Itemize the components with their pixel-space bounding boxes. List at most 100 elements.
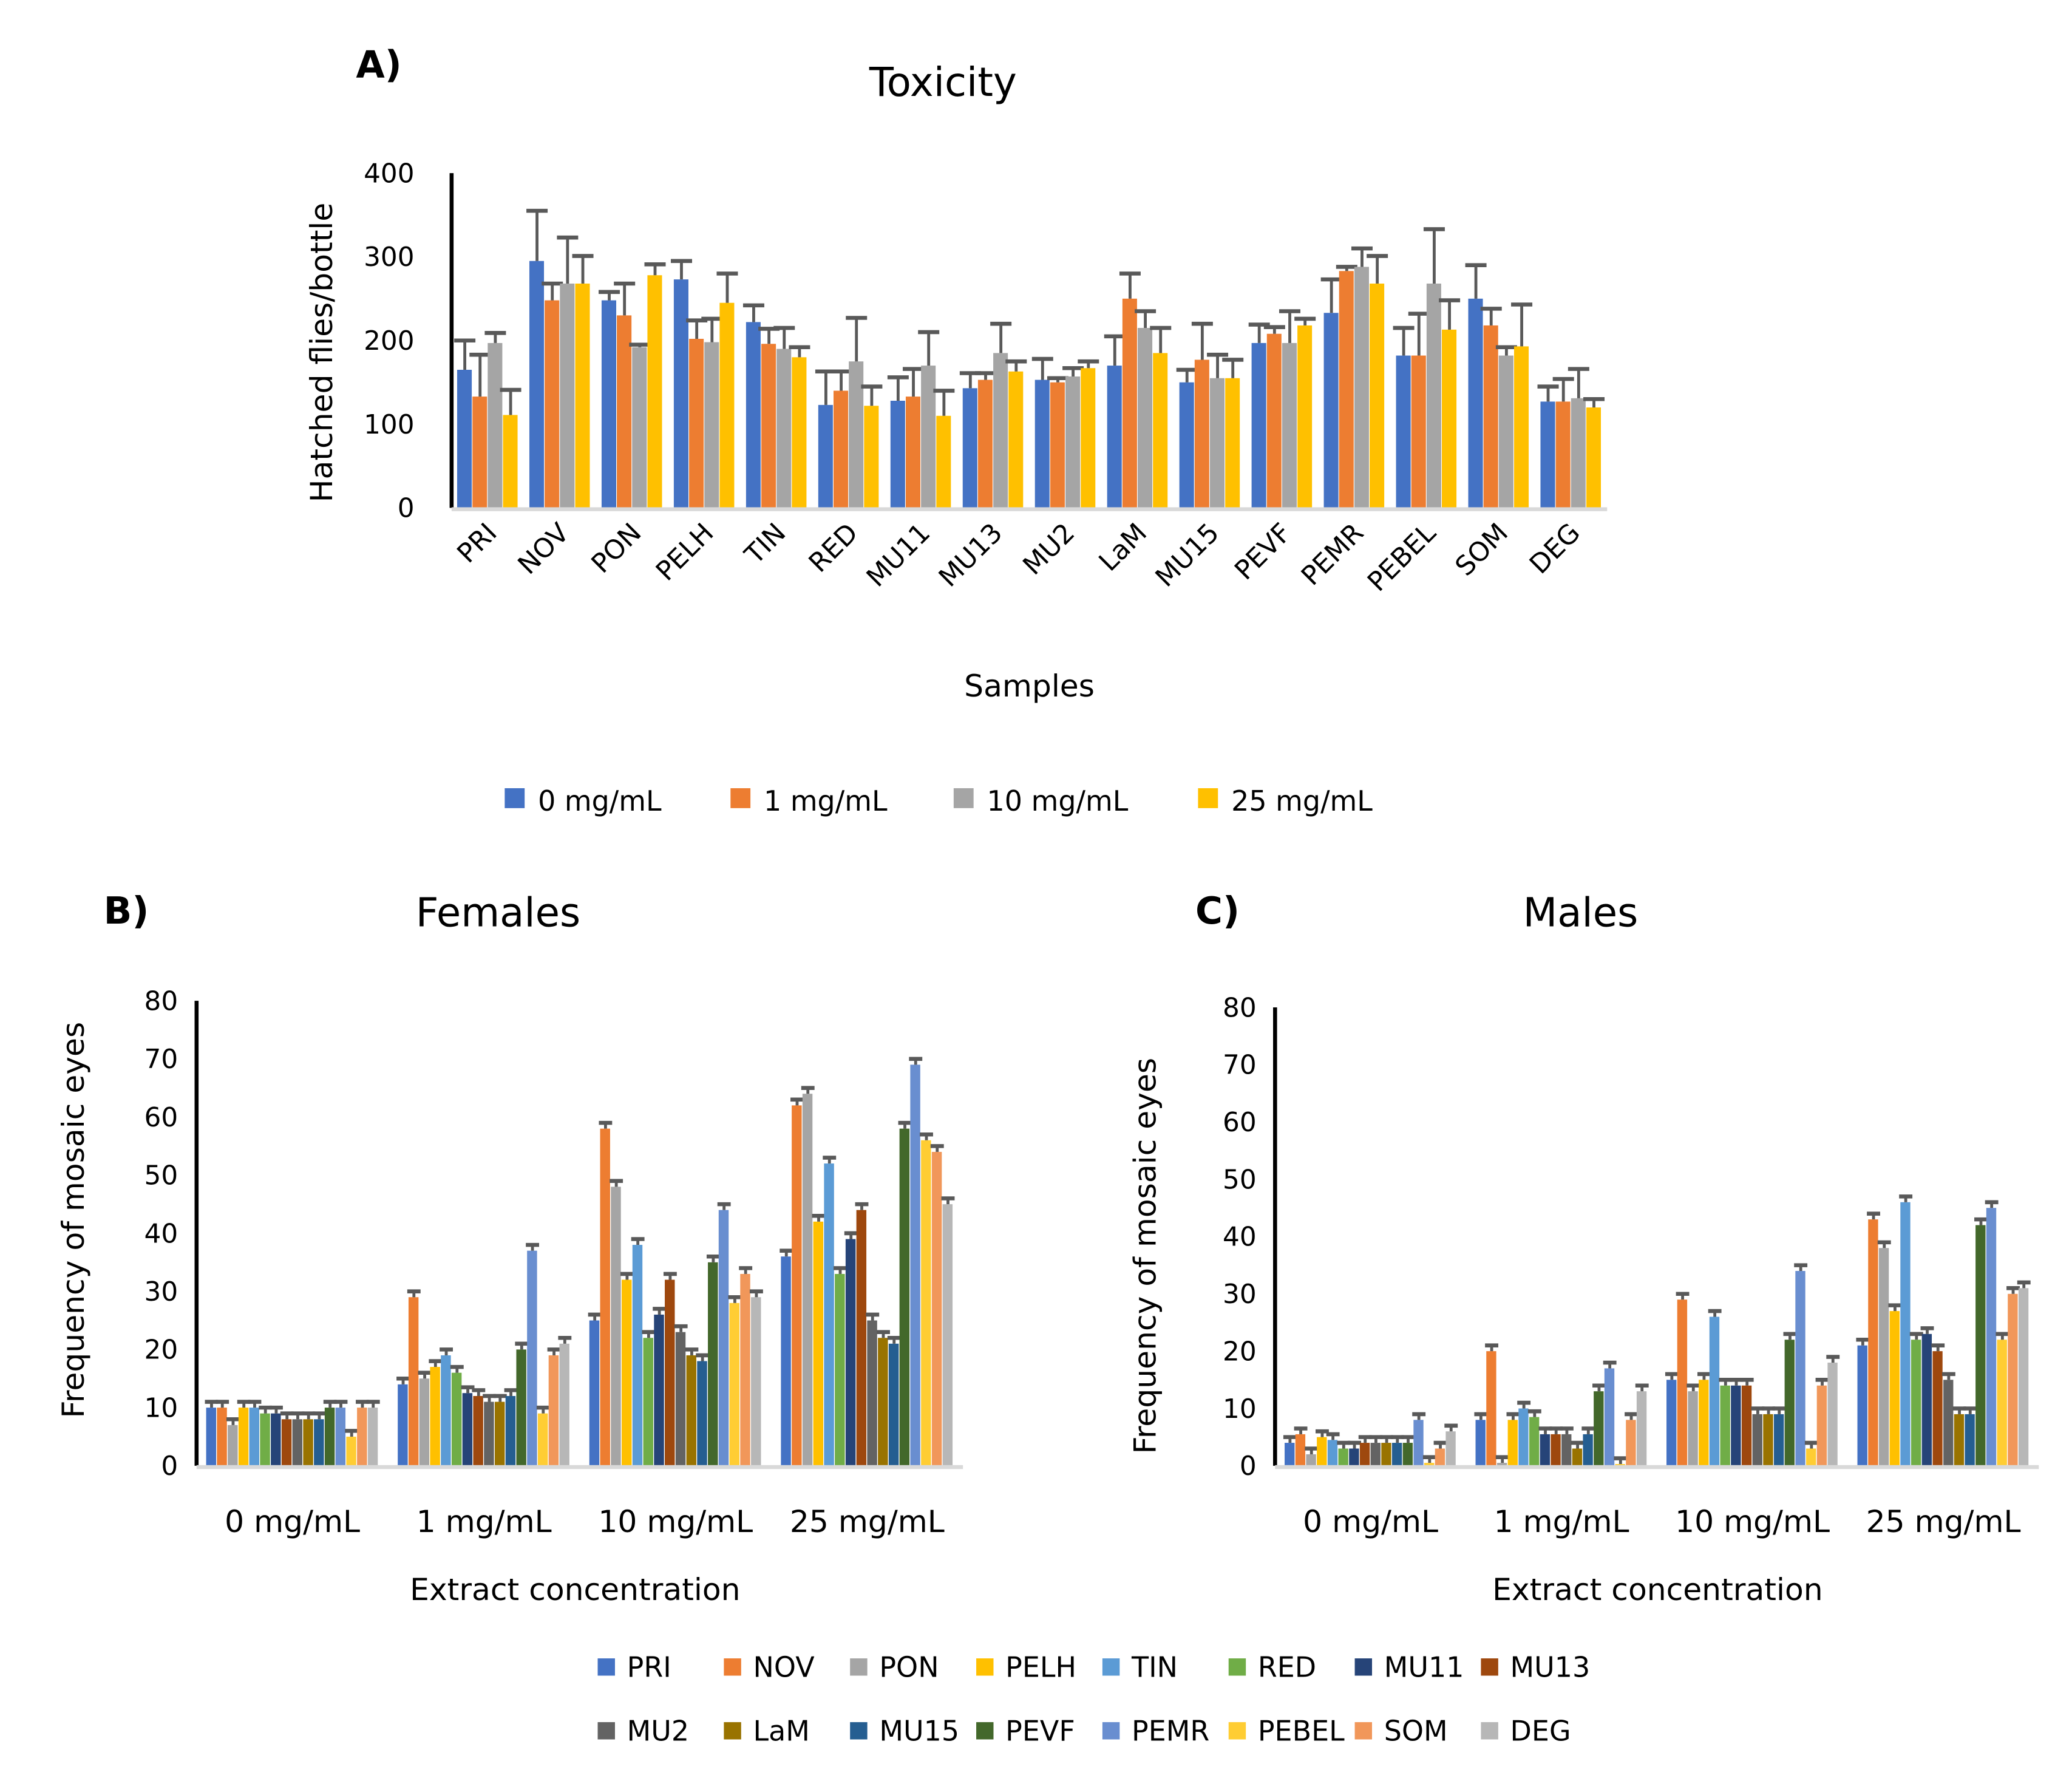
legend-label: MU15 — [879, 1715, 959, 1748]
legend-label: PEMR — [1132, 1715, 1209, 1748]
bar-MU11-2 — [1731, 1385, 1741, 1466]
x-tick-label: 0 mg/mL — [1303, 1503, 1438, 1539]
bar-PEMR-2 — [1354, 267, 1369, 508]
x-tick-label: NOV — [512, 517, 575, 581]
bar-MU15-0 — [1391, 1443, 1402, 1466]
bar-TIN-2 — [776, 349, 792, 508]
chart-a-ylabel: Hatched flies/bottle — [304, 203, 339, 503]
chart-b-title: Females — [416, 890, 580, 936]
bar-PON-0 — [1306, 1454, 1316, 1466]
bar-PELH-3 — [813, 1221, 824, 1466]
bar-MU2-1 — [1561, 1434, 1572, 1466]
bar-RED-3 — [1911, 1340, 1921, 1466]
bar-LaM-1 — [1122, 298, 1137, 508]
y-tick-label: 50 — [144, 1160, 178, 1191]
y-tick-label: 100 — [364, 409, 415, 440]
bar-PEVF-3 — [1975, 1225, 1986, 1466]
bar-PEBEL-1 — [1411, 355, 1426, 508]
bar-MU11-2 — [654, 1314, 664, 1466]
bar-PRI-1 — [472, 397, 487, 508]
bar-RED-0 — [1338, 1448, 1348, 1466]
chart-a-title: Toxicity — [869, 60, 1017, 106]
x-tick-label: MU2 — [1017, 517, 1081, 581]
bar-TIN-1 — [761, 344, 776, 508]
bar-PON-1 — [617, 315, 632, 508]
bar-PELH-2 — [622, 1279, 632, 1466]
x-tick-label: TIN — [739, 517, 792, 571]
bar-MU11-0 — [890, 400, 905, 508]
bar-MU15-3 — [888, 1343, 899, 1466]
bar-PEBEL-3 — [921, 1140, 931, 1466]
bar-SOM-1 — [548, 1355, 559, 1466]
bar-MU13-1 — [977, 380, 993, 508]
y-tick-label: 30 — [1223, 1279, 1257, 1310]
bar-PEMR-0 — [335, 1408, 346, 1466]
bar-PRI-1 — [398, 1384, 408, 1466]
legend-label: 0 mg/mL — [538, 785, 662, 817]
bar-PEMR-3 — [1986, 1208, 1997, 1466]
chart-b-xlabel: Extract concentration — [410, 1572, 740, 1607]
bar-MU11-3 — [845, 1239, 856, 1466]
legend-swatch — [724, 1658, 741, 1676]
bar-MU15-1 — [1194, 359, 1209, 508]
legend-label: MU2 — [627, 1715, 690, 1748]
y-tick-label: 20 — [144, 1335, 178, 1366]
bar-PON-3 — [1878, 1248, 1889, 1466]
y-tick-label: 40 — [1223, 1222, 1257, 1253]
legend-swatch — [504, 788, 525, 808]
legend-label: 10 mg/mL — [987, 785, 1129, 817]
bar-MU13-1 — [473, 1395, 483, 1466]
bar-MU2-0 — [292, 1419, 303, 1466]
bar-MU13-1 — [1551, 1434, 1561, 1466]
bar-SOM-1 — [1626, 1420, 1636, 1466]
bar-PEBEL-0 — [1396, 355, 1411, 508]
bar-PEMR-0 — [1413, 1420, 1424, 1466]
bar-PEMR-1 — [527, 1250, 537, 1466]
bar-SOM-3 — [931, 1151, 942, 1466]
bar-PRI-2 — [589, 1320, 600, 1466]
bar-MU2-3 — [1943, 1380, 1954, 1466]
bar-MU15-2 — [1773, 1414, 1784, 1466]
x-tick-label: 1 mg/mL — [416, 1503, 552, 1539]
bar-TIN-1 — [441, 1355, 451, 1466]
bar-NOV-3 — [575, 284, 590, 508]
legend-label: MU13 — [1510, 1651, 1591, 1684]
bar-TIN-2 — [1709, 1316, 1720, 1466]
bar-MU15-3 — [1965, 1414, 1975, 1466]
chart-c-title: Males — [1523, 890, 1639, 936]
y-tick-label: 40 — [144, 1218, 178, 1249]
y-tick-label: 80 — [1223, 992, 1257, 1023]
bar-DEG-2 — [1827, 1362, 1838, 1466]
bar-PELH-3 — [1889, 1311, 1900, 1466]
x-tick-label: 0 mg/mL — [225, 1503, 360, 1539]
bar-MU13-3 — [856, 1210, 867, 1466]
bar-TIN-3 — [792, 357, 807, 508]
x-tick-label: DEG — [1524, 517, 1586, 580]
bar-PEBEL-3 — [1442, 329, 1457, 508]
bar-PEMR-2 — [718, 1210, 729, 1466]
bar-TIN-2 — [632, 1245, 643, 1466]
bar-PELH-2 — [704, 342, 719, 508]
bar-DEG-3 — [2018, 1288, 2029, 1466]
legend-swatch — [1228, 1722, 1246, 1740]
y-tick-label: 300 — [364, 242, 415, 273]
bar-MU2-2 — [1065, 376, 1081, 508]
bar-MU13-2 — [993, 353, 1008, 508]
bar-DEG-1 — [1555, 401, 1571, 508]
panel-a-label: A) — [356, 44, 401, 87]
bar-TIN-1 — [1518, 1408, 1529, 1466]
bar-MU15-3 — [1225, 378, 1240, 508]
bar-MU13-0 — [1359, 1443, 1370, 1466]
x-tick-label: PEVF — [1229, 517, 1297, 586]
bar-DEG-0 — [1540, 401, 1555, 508]
bar-LaM-0 — [1381, 1443, 1391, 1466]
bar-NOV-3 — [792, 1105, 802, 1466]
x-tick-label: PEMR — [1296, 517, 1370, 591]
bar-NOV-1 — [408, 1297, 419, 1466]
bar-LaM-2 — [686, 1355, 696, 1466]
legend-label: DEG — [1510, 1715, 1571, 1748]
x-tick-label: PEBEL — [1362, 517, 1442, 598]
bar-RED-2 — [849, 361, 864, 508]
bar-PEMR-1 — [1604, 1368, 1615, 1466]
